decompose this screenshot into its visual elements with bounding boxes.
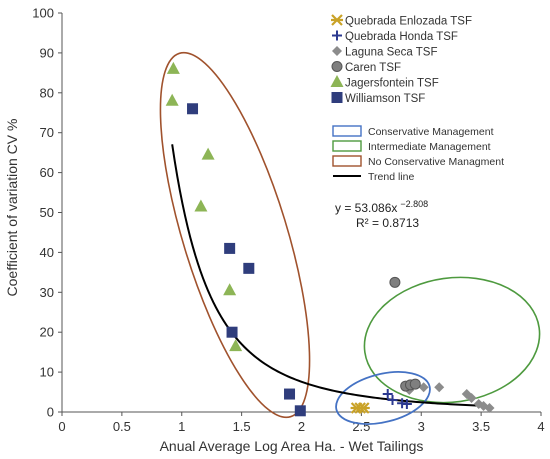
y-tick-label: 40 — [40, 245, 54, 260]
x-tick-label: 0 — [58, 419, 65, 434]
legend-marker-quebrada-enlozada-tsf — [331, 14, 343, 26]
legend-marker-laguna-seca-tsf — [332, 46, 342, 56]
data-point-laguna-seca-tsf — [434, 382, 445, 393]
x-tick-label: 0.5 — [113, 419, 131, 434]
data-point-jagersfontein-tsf — [201, 147, 215, 160]
data-point-caren-tsf — [409, 378, 421, 390]
legend-label-laguna-seca-tsf: Laguna Seca TSF — [345, 47, 438, 59]
legend-marker-williamson-tsf — [331, 92, 343, 103]
y-tick-label: 100 — [32, 6, 54, 21]
legend-label-quebrada-honda-tsf: Quebrada Honda TSF — [345, 31, 458, 43]
data-point-quebrada-honda-tsf — [401, 399, 412, 410]
legend-marker-quebrada-honda-tsf — [332, 30, 342, 41]
data-point-jagersfontein-tsf — [165, 93, 179, 106]
data-point-williamson-tsf — [226, 326, 238, 338]
data-point-williamson-tsf — [284, 388, 296, 400]
trend-line — [171, 144, 482, 407]
legend2-swatch-conservative-management — [332, 125, 362, 137]
x-tick-label: 4 — [537, 419, 544, 434]
data-point-williamson-tsf — [294, 405, 306, 417]
legend2-swatch-no-conservative-managment — [332, 155, 362, 167]
data-point-williamson-tsf — [187, 103, 199, 115]
data-point-jagersfontein-tsf — [229, 339, 243, 352]
data-point-laguna-seca-tsf — [484, 403, 495, 414]
legend2-label-no-conservative-managment: No Conservative Managment — [368, 156, 504, 168]
conservative-ellipse — [335, 371, 431, 425]
legend2-swatch-intermediate-management — [332, 140, 362, 152]
trendline-r-squared: R² = 0.8713 — [356, 216, 419, 230]
x-tick-label: 1.5 — [233, 419, 251, 434]
y-tick-label: 20 — [40, 325, 54, 340]
trendline-equation-exponent: −2.808 — [400, 199, 428, 209]
legend2-label-trend-line: Trend line — [368, 171, 414, 183]
data-point-williamson-tsf — [243, 262, 255, 274]
trendline-equation: y = 53.086x −2.808 — [335, 199, 428, 215]
legend-label-caren-tsf: Caren TSF — [345, 62, 401, 74]
data-point-quebrada-enlozada-tsf — [357, 402, 370, 414]
y-tick-label: 30 — [40, 285, 54, 300]
data-point-caren-tsf — [389, 276, 401, 288]
legend-label-jagersfontein-tsf: Jagersfontein TSF — [345, 78, 439, 90]
y-tick-label: 0 — [47, 405, 54, 420]
data-point-laguna-seca-tsf — [466, 393, 477, 404]
legend2-label-intermediate-management: Intermediate Management — [368, 141, 491, 153]
no-conservative-ellipse — [159, 51, 311, 419]
y-tick-label: 50 — [40, 205, 54, 220]
y-axis-title: Coefficient of variation CV % — [4, 119, 20, 297]
x-tick-label: 2 — [298, 419, 305, 434]
x-tick-label: 3.5 — [472, 419, 490, 434]
x-tick-label: 1 — [178, 419, 185, 434]
y-tick-label: 60 — [40, 165, 54, 180]
data-point-williamson-tsf — [224, 242, 236, 254]
data-point-jagersfontein-tsf — [194, 199, 208, 212]
legend-label-quebrada-enlozada-tsf: Quebrada Enlozada TSF — [345, 16, 472, 28]
y-tick-label: 80 — [40, 85, 54, 100]
y-tick-label: 90 — [40, 45, 54, 60]
data-point-jagersfontein-tsf — [223, 283, 237, 296]
legend2-label-conservative-management: Conservative Management — [368, 126, 494, 138]
intermediate-ellipse — [363, 276, 541, 404]
legend-marker-jagersfontein-tsf — [330, 75, 344, 87]
x-tick-label: 2.5 — [352, 419, 370, 434]
data-point-jagersfontein-tsf — [166, 61, 180, 74]
data-point-quebrada-honda-tsf — [387, 395, 398, 406]
x-tick-label: 3 — [418, 419, 425, 434]
y-tick-label: 70 — [40, 125, 54, 140]
data-point-quebrada-honda-tsf — [382, 389, 393, 400]
data-point-laguna-seca-tsf — [418, 382, 429, 393]
legend-label-williamson-tsf: Williamson TSF — [345, 93, 425, 105]
y-tick-label: 10 — [40, 365, 54, 380]
x-axis-title: Anual Average Log Area Ha. - Wet Tailing… — [160, 438, 424, 454]
legend-marker-caren-tsf — [331, 61, 343, 72]
